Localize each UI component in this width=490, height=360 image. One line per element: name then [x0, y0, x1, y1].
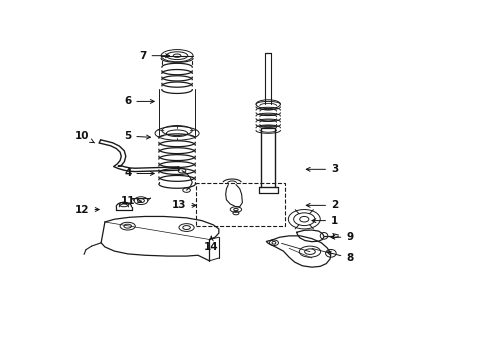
Text: 11: 11 [121, 196, 141, 206]
Text: 13: 13 [172, 201, 196, 210]
Text: 12: 12 [75, 204, 99, 215]
Text: 3: 3 [306, 164, 338, 174]
Bar [196, 183, 285, 226]
Text: 9: 9 [331, 232, 353, 242]
Text: 1: 1 [312, 216, 338, 226]
Text: 4: 4 [124, 168, 154, 179]
Text: 5: 5 [124, 131, 150, 141]
Text: 6: 6 [124, 96, 154, 107]
Text: 14: 14 [204, 236, 219, 252]
Text: 7: 7 [139, 51, 170, 61]
Text: 2: 2 [306, 201, 338, 210]
Text: 10: 10 [75, 131, 95, 143]
Text: 8: 8 [327, 251, 353, 263]
